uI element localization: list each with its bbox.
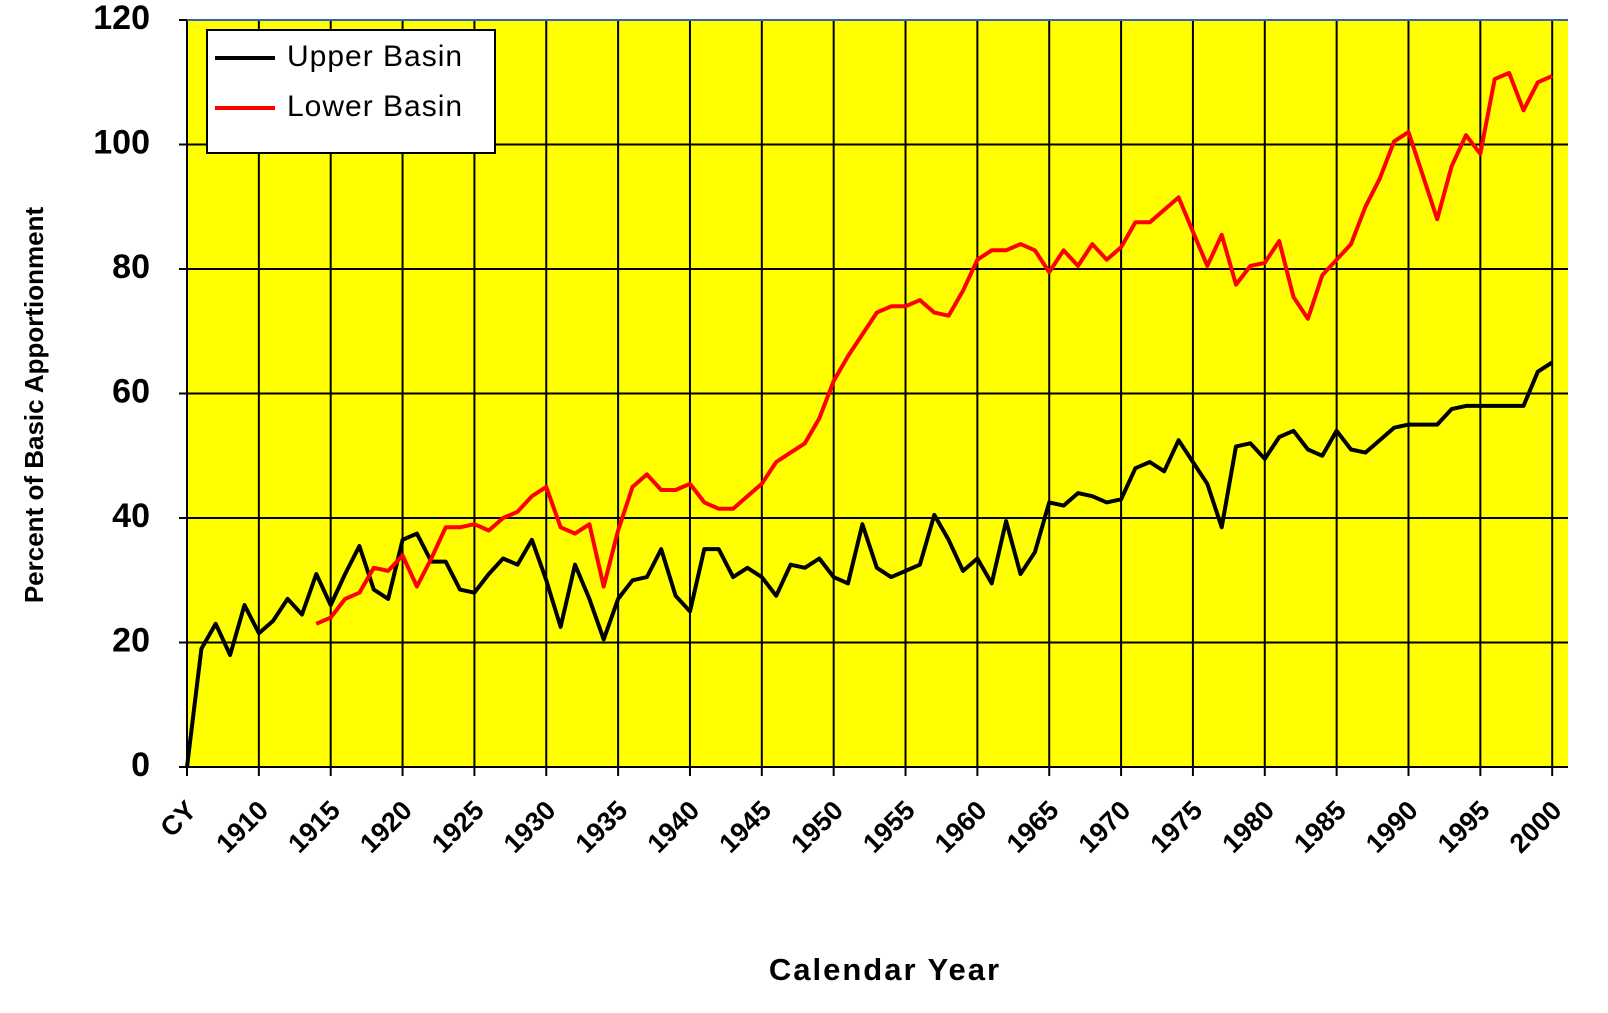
x-axis-title: Calendar Year [769, 952, 1001, 987]
x-tick-label: 1955 [857, 795, 921, 859]
x-tick-label: 1980 [1216, 795, 1280, 859]
x-tick-label: 1995 [1432, 795, 1496, 859]
x-tick-label: 1915 [282, 795, 346, 859]
legend: Upper Basin Lower Basin [206, 29, 496, 154]
lines [185, 70, 1554, 768]
x-tick-label: 1940 [642, 795, 706, 859]
y-tick-label: 60 [112, 372, 150, 410]
y-tick-label: 120 [93, 0, 150, 37]
x-tick-label: 1920 [354, 795, 418, 859]
x-tick-label: 1945 [713, 795, 777, 859]
y-tick-label: 100 [93, 123, 150, 161]
x-tick-label: 1990 [1360, 795, 1424, 859]
legend-label: Lower Basin [287, 90, 463, 123]
y-tick-label: 40 [112, 497, 150, 535]
x-tick-label: 1935 [570, 795, 634, 859]
y-tick-label: 0 [131, 746, 150, 784]
x-tick-label: 1930 [498, 795, 562, 859]
x-tick-label: 1985 [1288, 795, 1352, 859]
x-tick-label: 1965 [1001, 795, 1065, 859]
x-tick-label: 2000 [1504, 795, 1568, 859]
y-axis-title: Percent of Basic Apportionment [19, 207, 49, 604]
x-tick-label: 1910 [210, 795, 274, 859]
x-tick-label: 1925 [426, 795, 490, 859]
series-line [315, 70, 1554, 626]
y-tick-label: 20 [112, 621, 150, 659]
x-tick-label: 1970 [1073, 795, 1137, 859]
legend-box [206, 29, 496, 154]
x-tick-label: CY [155, 795, 203, 843]
x-tick-label: 1975 [1145, 795, 1209, 859]
series-line [185, 360, 1554, 768]
x-tick-label: 1950 [785, 795, 849, 859]
legend-label: Upper Basin [287, 40, 463, 73]
x-tick-label: 1960 [929, 795, 993, 859]
y-tick-label: 80 [112, 248, 150, 286]
